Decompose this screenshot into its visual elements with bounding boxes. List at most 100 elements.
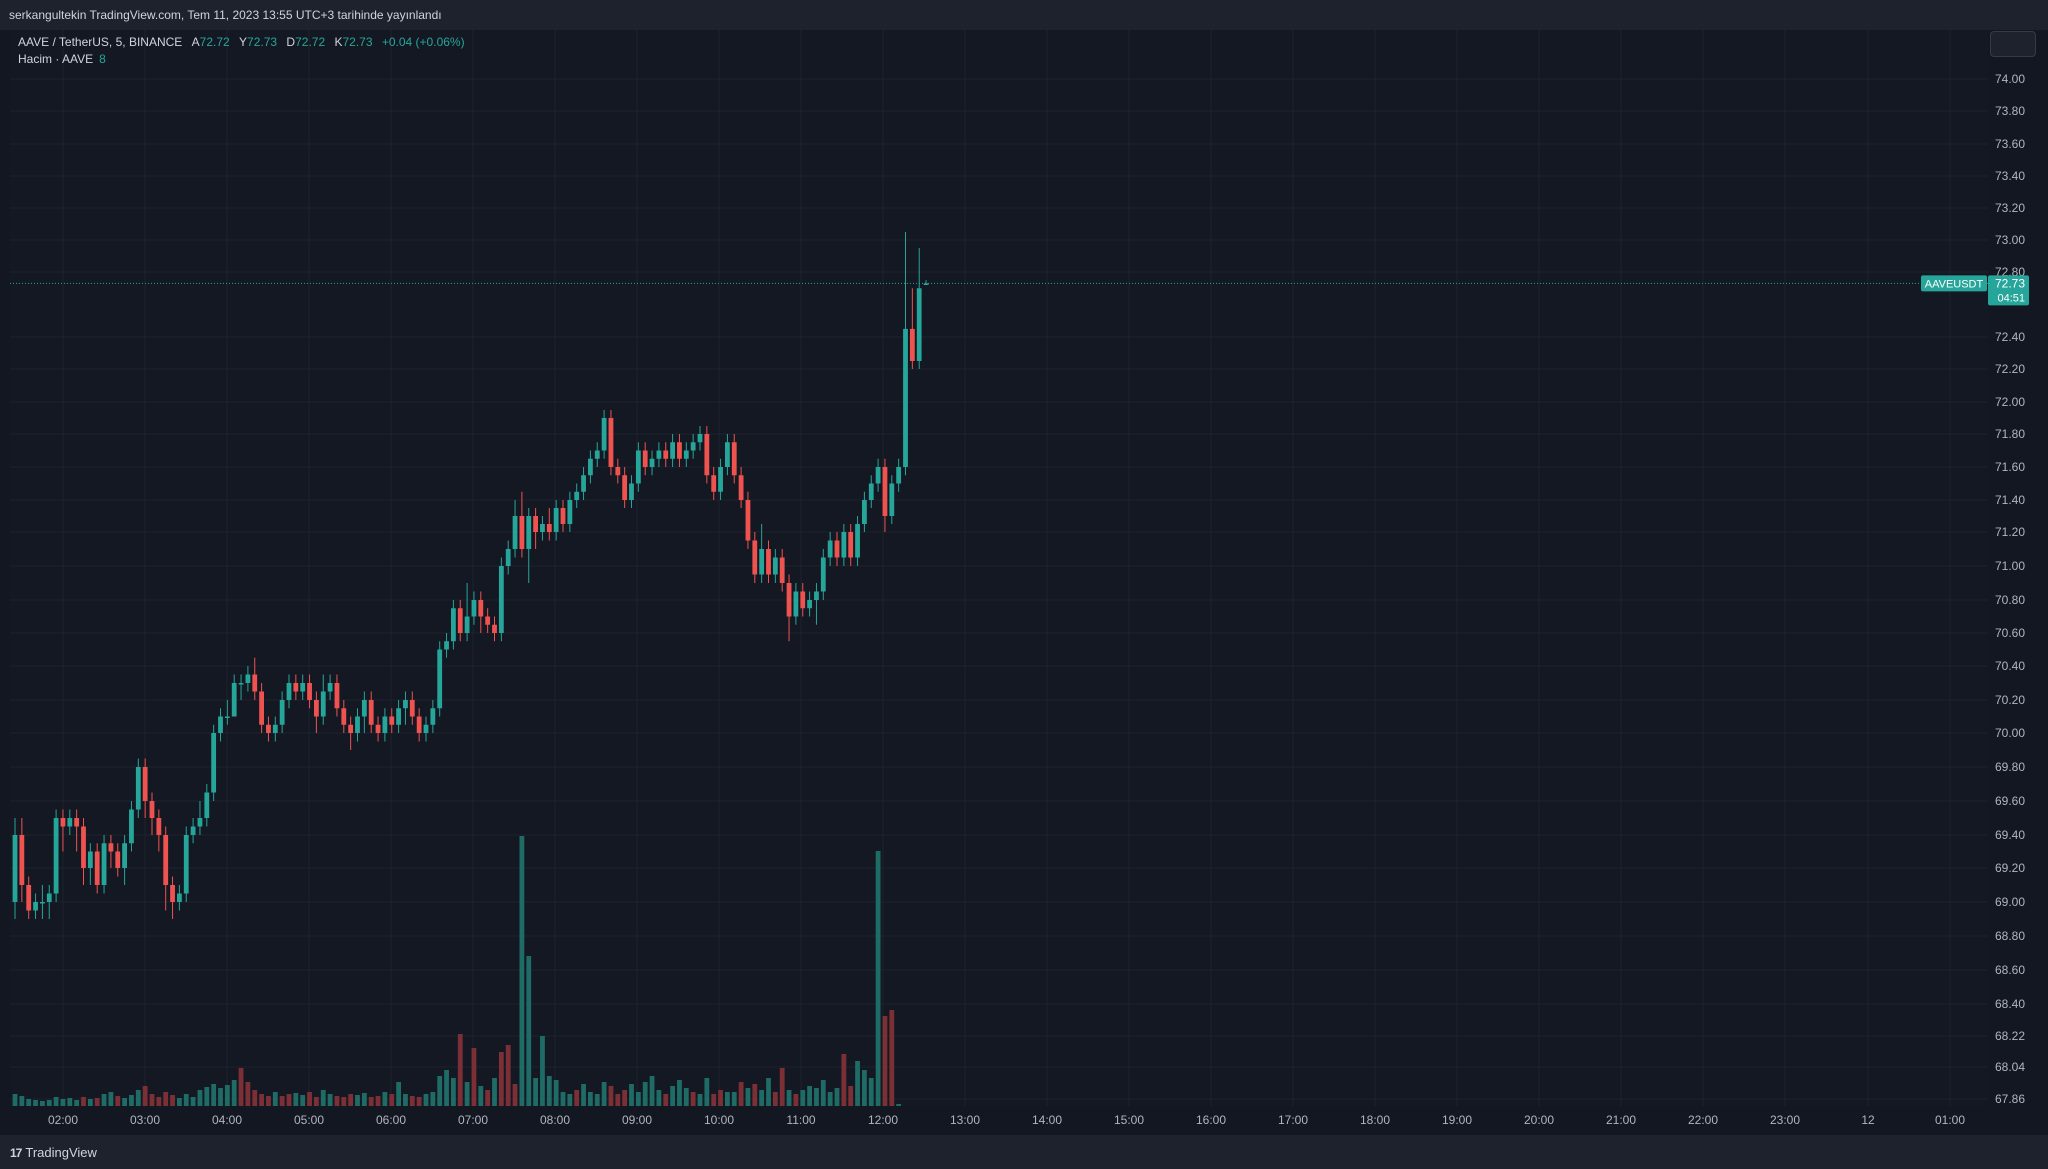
volume-bar xyxy=(759,1090,765,1106)
price-tick-label: 73.40 xyxy=(1995,169,2025,183)
candle-body xyxy=(314,700,319,717)
volume-bar xyxy=(26,1099,32,1106)
volume-bar xyxy=(519,836,525,1106)
candle xyxy=(355,708,360,742)
volume-bar xyxy=(868,1078,874,1106)
candle xyxy=(286,674,292,709)
candle xyxy=(909,288,915,369)
volume-bar xyxy=(601,1082,607,1106)
candle-body xyxy=(505,549,511,566)
candle-body xyxy=(656,450,662,459)
chart-settings-button[interactable] xyxy=(1990,31,2036,57)
price-tick-label: 69.20 xyxy=(1995,861,2025,875)
volume-bar xyxy=(177,1098,182,1106)
candle-body xyxy=(87,851,93,868)
volume-bar xyxy=(677,1080,682,1106)
volume-bar xyxy=(478,1086,484,1106)
volume-bar xyxy=(594,1094,600,1106)
candle xyxy=(882,458,888,532)
candle-body xyxy=(814,591,819,600)
candle xyxy=(601,410,607,459)
candle-body xyxy=(286,683,292,700)
price-tick-label: 70.20 xyxy=(1995,693,2025,707)
candle xyxy=(327,674,333,700)
chart-area[interactable] xyxy=(10,30,1988,1106)
tradingview-brand[interactable]: 17 TradingView xyxy=(10,1145,97,1160)
candle-body xyxy=(745,500,751,541)
candle xyxy=(690,434,696,459)
candle xyxy=(416,708,422,742)
volume-bar xyxy=(218,1088,223,1106)
chart-legend: AAVE / TetherUS, 5, BINANCE A72.72 Y72.7… xyxy=(18,34,465,68)
candle-body xyxy=(848,532,854,558)
volume-bar xyxy=(320,1090,326,1106)
candle xyxy=(738,467,744,508)
candle xyxy=(889,475,895,524)
candle xyxy=(567,491,573,532)
volume-bars xyxy=(12,836,902,1106)
candle-body xyxy=(457,608,463,633)
candle xyxy=(368,691,374,733)
candle xyxy=(361,691,367,733)
candle-body xyxy=(396,708,401,725)
candle xyxy=(855,516,860,566)
candle-body xyxy=(389,716,395,725)
candle-body xyxy=(725,442,730,467)
candle xyxy=(177,885,182,911)
candle xyxy=(745,491,751,549)
candle-body xyxy=(348,724,354,733)
candle xyxy=(766,540,771,583)
candle xyxy=(204,784,210,827)
candle xyxy=(163,826,169,911)
candle xyxy=(594,442,600,467)
price-tick-label: 69.40 xyxy=(1995,828,2025,842)
candle-body xyxy=(355,716,360,733)
price-tag-value: 72.73 xyxy=(1995,276,2025,290)
volume-value: 8 xyxy=(99,52,106,66)
volume-bar xyxy=(827,1092,833,1106)
candle-body xyxy=(882,467,888,516)
candle-body xyxy=(46,893,52,902)
candle xyxy=(53,809,59,902)
price-tick-label: 70.00 xyxy=(1995,726,2025,740)
volume-bar xyxy=(115,1096,121,1106)
volume-bar xyxy=(259,1094,264,1106)
volume-bar xyxy=(60,1099,66,1106)
price-axis[interactable]: 74.0073.8073.6073.4073.2073.0072.8072.40… xyxy=(1995,72,2025,1106)
volume-bar xyxy=(471,1048,477,1106)
candle xyxy=(101,835,107,894)
price-tick-label: 71.00 xyxy=(1995,559,2025,573)
volume-bar xyxy=(389,1094,395,1106)
high-label: Y xyxy=(239,35,248,49)
price-tick-label: 68.22 xyxy=(1995,1029,2025,1043)
volume-bar xyxy=(224,1085,230,1106)
candle-body xyxy=(183,835,189,894)
candle-body xyxy=(307,683,312,700)
volume-bar xyxy=(355,1095,360,1106)
candle-body xyxy=(697,434,703,443)
candle-body xyxy=(259,691,264,725)
candle-body xyxy=(540,524,545,532)
volume-bar xyxy=(423,1094,429,1106)
candle-body xyxy=(601,418,607,451)
candle-body xyxy=(444,641,449,650)
candle-body xyxy=(772,557,778,575)
candle xyxy=(94,843,100,894)
candlestick-chart[interactable]: 74.0073.8073.6073.4073.2073.0072.8072.40… xyxy=(0,0,2048,1135)
time-tick-label: 17:00 xyxy=(1278,1113,1308,1127)
volume-label[interactable]: Hacim · AAVE xyxy=(18,52,94,66)
symbol-name[interactable]: AAVE / TetherUS, 5, BINANCE xyxy=(18,35,183,49)
volume-bar xyxy=(546,1076,552,1106)
candle xyxy=(526,508,532,583)
volume-bar xyxy=(704,1078,710,1106)
time-axis[interactable]: 02:00 03:00 04:00 05:00 06:00 07:00 08:00 09:00… xyxy=(48,1113,1965,1127)
candle xyxy=(40,885,45,919)
time-tick-label: 15:00 xyxy=(1114,1113,1144,1127)
candle-body xyxy=(361,700,367,717)
candle xyxy=(444,633,449,658)
volume-bar xyxy=(163,1092,169,1106)
candle-body xyxy=(841,532,847,558)
volume-bar xyxy=(629,1084,634,1106)
candle xyxy=(923,280,929,285)
candle xyxy=(245,666,251,692)
